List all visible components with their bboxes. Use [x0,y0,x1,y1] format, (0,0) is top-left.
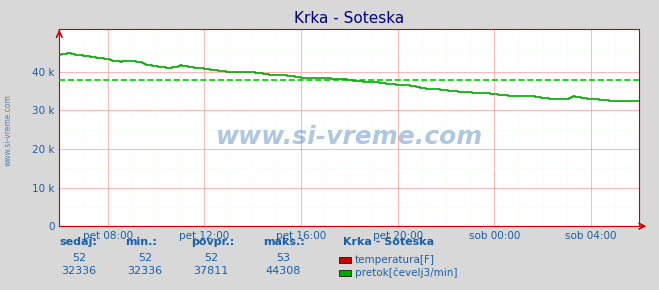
Text: 32336: 32336 [61,266,97,276]
Text: www.si-vreme.com: www.si-vreme.com [3,95,13,166]
Text: www.si-vreme.com: www.si-vreme.com [215,126,483,149]
Text: 44308: 44308 [266,266,301,276]
Text: 53: 53 [276,253,291,263]
Text: sedaj:: sedaj: [59,237,97,247]
Text: 52: 52 [72,253,86,263]
Title: Krka - Soteska: Krka - Soteska [294,11,405,26]
Text: 52: 52 [204,253,218,263]
Text: temperatura[F]: temperatura[F] [355,255,434,265]
Text: 52: 52 [138,253,152,263]
Text: Krka - Soteska: Krka - Soteska [343,237,434,247]
Text: pretok[čevelj3/min]: pretok[čevelj3/min] [355,268,457,278]
Text: 37811: 37811 [193,266,229,276]
Text: 32336: 32336 [127,266,163,276]
Text: maks.:: maks.: [264,237,305,247]
Text: min.:: min.: [125,237,157,247]
Text: povpr.:: povpr.: [191,237,235,247]
